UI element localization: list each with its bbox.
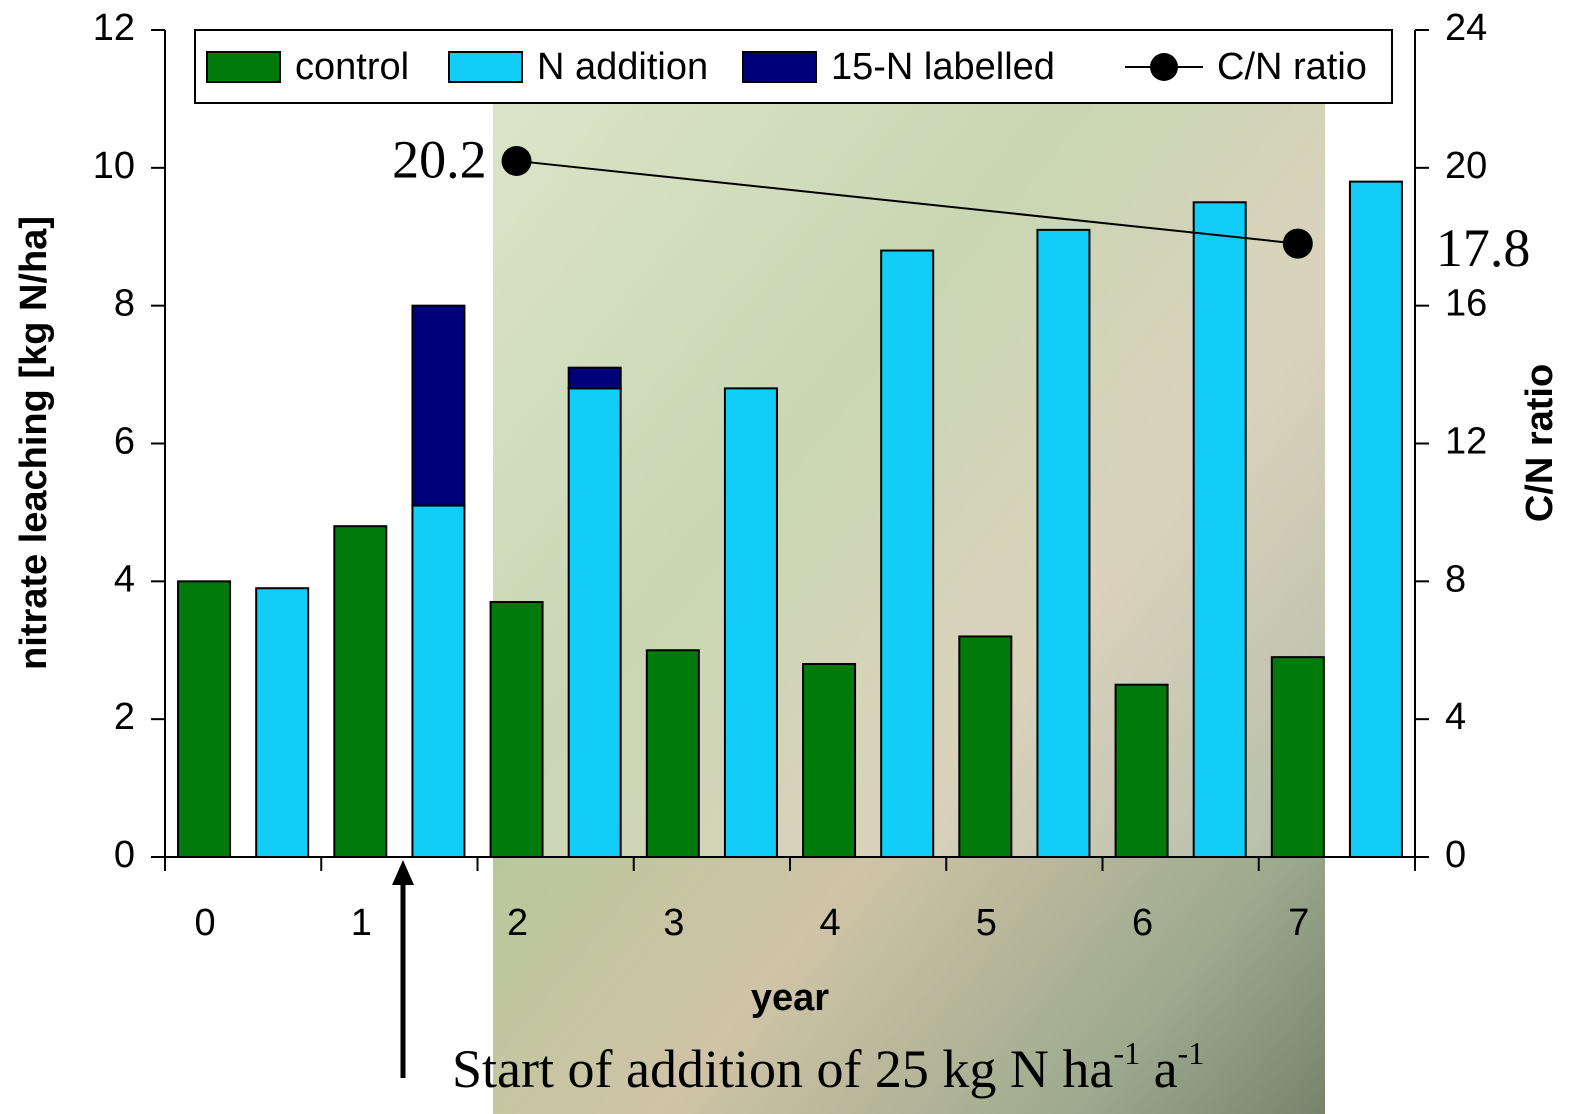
line	[516, 159, 1298, 245]
y2-tick-label: 4	[1445, 696, 1466, 738]
bar	[645, 649, 700, 858]
y-tick-label: 2	[114, 696, 135, 738]
bar	[1192, 201, 1247, 858]
bar	[1036, 228, 1091, 858]
bar	[1348, 180, 1403, 859]
annotation-sup: -1	[1113, 1035, 1140, 1071]
x-tick-label: 2	[507, 902, 528, 944]
marker	[1282, 228, 1313, 259]
y-tick-label: 4	[114, 558, 135, 600]
x-tick-label: 1	[351, 902, 372, 944]
y2-tick-label: 12	[1445, 421, 1487, 463]
bar	[880, 249, 935, 859]
legend-label: N addition	[537, 46, 708, 88]
bar	[411, 304, 466, 507]
bar	[1270, 656, 1325, 858]
bar	[333, 525, 388, 858]
legend-swatch	[448, 51, 523, 83]
y2-tick-label: 0	[1445, 834, 1466, 876]
y-axis-label: nitrate leaching [kg N/ha]	[13, 216, 55, 670]
bar	[411, 504, 466, 858]
data-label: 20.2	[392, 129, 487, 189]
y2-tick-label: 16	[1445, 283, 1487, 325]
annotation-text: a	[1140, 1039, 1178, 1099]
bar	[177, 580, 232, 858]
bar	[1114, 683, 1169, 858]
x-tick-label: 6	[1132, 902, 1153, 944]
annotation-sup: -1	[1178, 1035, 1205, 1071]
x-tick-label: 4	[819, 902, 840, 944]
y-tick-label: 0	[114, 834, 135, 876]
legend-marker	[1150, 53, 1178, 81]
y2-tick-label: 8	[1445, 558, 1466, 600]
x-tick-label: 7	[1288, 902, 1309, 944]
y-tick-label: 8	[114, 283, 135, 325]
bar	[567, 366, 622, 390]
bar	[567, 387, 622, 858]
y2-axis-label: C/N ratio	[1519, 364, 1561, 522]
legend-swatch	[206, 51, 281, 83]
marker	[501, 145, 532, 176]
legend-label: control	[295, 46, 409, 88]
y-tick-label: 12	[93, 7, 135, 49]
x-axis-label: year	[751, 977, 829, 1019]
legend-label: C/N ratio	[1217, 46, 1367, 88]
x-tick-label: 0	[194, 902, 215, 944]
bar	[723, 387, 778, 858]
y2-tick-label: 20	[1445, 145, 1487, 187]
bar	[958, 635, 1013, 859]
x-tick-label: 5	[976, 902, 997, 944]
y-tick-label: 6	[114, 421, 135, 463]
legend-label: 15-N labelled	[831, 46, 1055, 88]
bar	[802, 663, 857, 858]
bar	[489, 601, 544, 859]
annotation: Start of addition of 25 kg N ha-1 a-1	[452, 1035, 1204, 1099]
annotation-text: Start of addition of 25 kg N ha	[452, 1039, 1113, 1099]
y2-tick-label: 24	[1445, 7, 1487, 49]
bar	[255, 587, 310, 858]
data-label: 17.8	[1436, 218, 1531, 278]
y-tick-label: 10	[93, 145, 135, 187]
legend-swatch	[742, 51, 817, 83]
annotation-arrowhead	[392, 860, 414, 885]
x-tick-label: 3	[663, 902, 684, 944]
